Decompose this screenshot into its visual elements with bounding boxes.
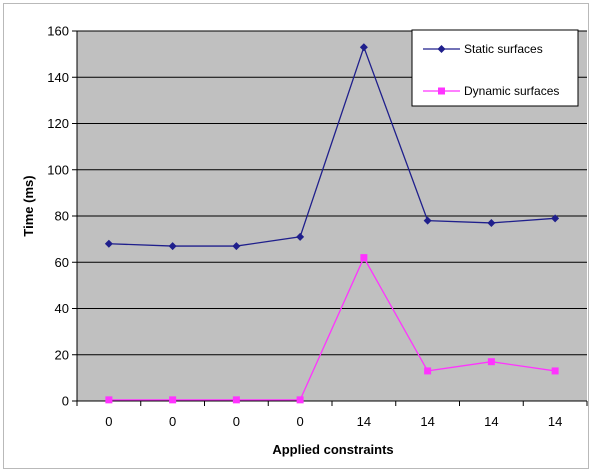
- x-tick-labels: 0 0 0 0 14 14 14 14: [105, 414, 562, 429]
- data-point: [360, 254, 368, 262]
- x-tick-label: 0: [233, 414, 240, 429]
- x-tick-label: 0: [105, 414, 112, 429]
- y-tick-label: 140: [47, 70, 69, 85]
- data-point: [232, 242, 241, 251]
- legend-label: Dynamic surfaces: [464, 84, 559, 98]
- data-point: [551, 214, 560, 223]
- legend-marker: [437, 45, 446, 53]
- data-point: [551, 367, 559, 375]
- x-tick-label: 14: [548, 414, 562, 429]
- y-tick-label: 80: [55, 209, 69, 224]
- x-axis-title: Applied constraints: [272, 442, 393, 457]
- data-point: [232, 396, 240, 404]
- x-tick-label: 0: [169, 414, 176, 429]
- y-tick-label: 120: [47, 116, 69, 131]
- data-point: [169, 396, 177, 404]
- data-point: [424, 367, 432, 375]
- x-tick-label: 0: [297, 414, 304, 429]
- y-tick-label: 60: [55, 255, 69, 270]
- y-tick-label: 100: [47, 162, 69, 177]
- legend-item: Dynamic surfaces: [423, 84, 559, 98]
- data-point: [168, 242, 177, 251]
- series-1: [104, 43, 560, 251]
- axes: [72, 30, 588, 406]
- data-point: [487, 358, 495, 366]
- data-point: [423, 216, 432, 225]
- data-point: [104, 239, 113, 248]
- legend-marker: [438, 87, 445, 95]
- series-line: [108, 45, 556, 247]
- series-2: [105, 254, 559, 404]
- y-tick-labels: 0 20 40 60 80 100 120 140 160: [47, 24, 69, 409]
- y-tick-label: 20: [55, 347, 69, 362]
- gridlines: [77, 30, 587, 356]
- series-line: [108, 256, 556, 401]
- data-point: [359, 43, 368, 52]
- data-point: [105, 396, 113, 404]
- legend-label: Static surfaces: [464, 42, 543, 56]
- legend: Static surfaces Dynamic surfaces: [411, 29, 579, 107]
- legend-item: Static surfaces: [423, 42, 543, 56]
- y-tick-label: 160: [47, 24, 69, 39]
- series-layer: [104, 43, 560, 404]
- y-tick-label: 40: [55, 301, 69, 316]
- data-point: [487, 218, 496, 227]
- x-tick-label: 14: [484, 414, 498, 429]
- x-tick-label: 14: [357, 414, 371, 429]
- x-tick-label: 14: [420, 414, 434, 429]
- data-point: [296, 232, 305, 241]
- data-point: [296, 396, 304, 404]
- y-tick-label: 0: [62, 394, 69, 409]
- y-axis-title: Time (ms): [21, 175, 36, 236]
